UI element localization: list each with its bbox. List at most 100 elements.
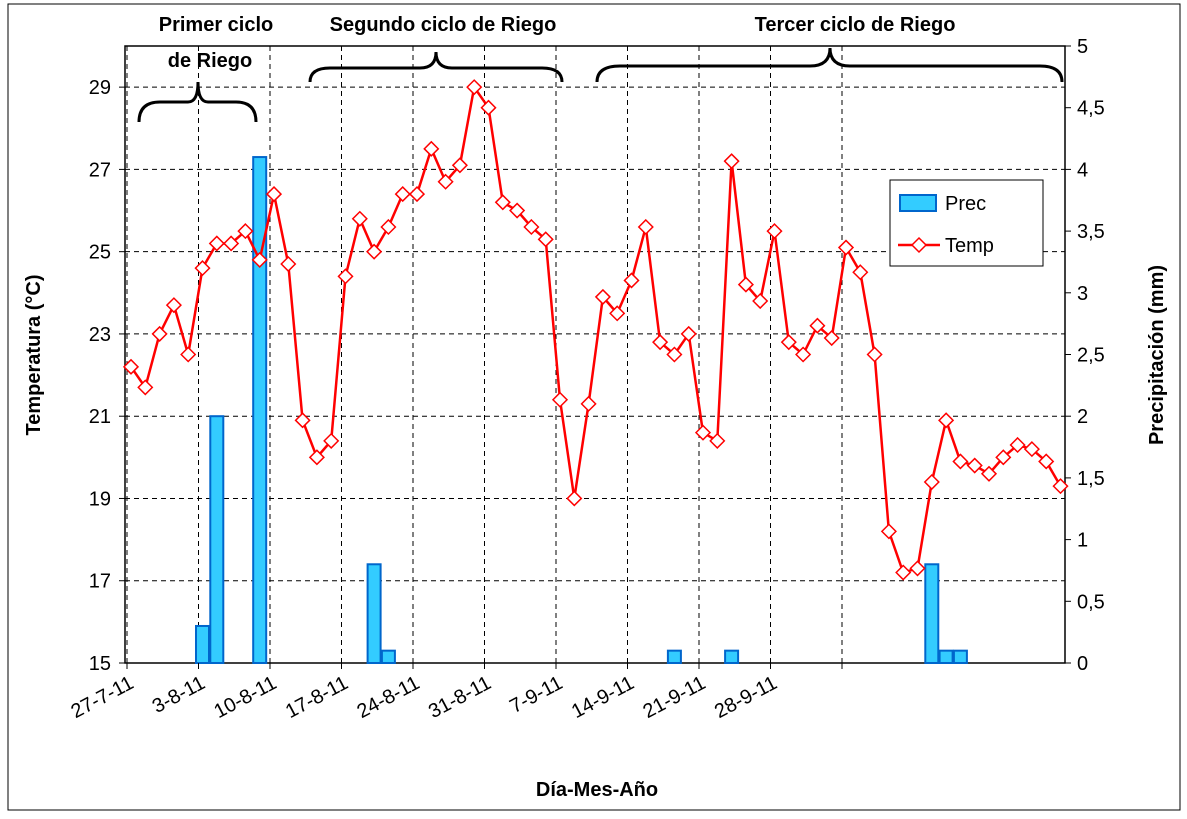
point [723, 153, 740, 170]
point [809, 317, 826, 334]
annotation: Primer ciclo [159, 14, 274, 36]
x-tick-label: 3-8-11 [149, 672, 209, 718]
annotation: Segundo ciclo de Riego [330, 14, 557, 36]
x-tick-label: 28-9-11 [711, 672, 781, 723]
y2-tick-label: 3,5 [1077, 221, 1105, 243]
point [752, 292, 769, 310]
point [1052, 478, 1069, 495]
point [952, 453, 969, 470]
point [1009, 436, 1026, 454]
point [966, 457, 983, 474]
bar [380, 649, 396, 664]
point [709, 432, 726, 449]
point [852, 264, 869, 281]
point [666, 346, 683, 363]
bar [724, 649, 740, 664]
y-tick-label: 29 [89, 77, 111, 99]
y2-tick-label: 0,5 [1077, 591, 1105, 613]
point [866, 346, 883, 363]
point [623, 272, 640, 289]
point [180, 346, 197, 363]
point [466, 79, 483, 96]
annotation: Tercer ciclo de Riego [755, 14, 956, 36]
bar [666, 649, 682, 664]
legend-swatch [899, 194, 937, 212]
point [408, 186, 426, 203]
point [280, 255, 297, 273]
point [609, 305, 626, 322]
point [766, 223, 783, 240]
point [151, 325, 168, 342]
legend-label: Prec [945, 193, 986, 215]
y-tick-label: 17 [89, 571, 111, 593]
point [637, 218, 654, 236]
y2-tick-label: 1,5 [1077, 468, 1105, 490]
point [223, 235, 240, 252]
brace [137, 81, 258, 123]
point [652, 334, 669, 351]
chart-border [7, 3, 1181, 811]
y2-tick-label: 3 [1077, 283, 1088, 305]
point [423, 140, 440, 157]
point [380, 218, 397, 236]
y2-tick-label: 2,5 [1077, 345, 1105, 367]
point [537, 231, 554, 248]
point [895, 564, 912, 581]
x-tick-label: 14-9-11 [568, 672, 638, 723]
point [251, 251, 268, 268]
brace [595, 47, 1064, 83]
y-tick-label: 23 [89, 324, 111, 346]
point [394, 186, 411, 203]
bar [195, 624, 210, 664]
point [1038, 453, 1055, 470]
point [437, 173, 454, 190]
point [995, 449, 1012, 466]
point [909, 560, 926, 577]
y-axis-title: Temperatura (°C) [23, 275, 45, 436]
y2-axis-title: Precipitación (mm) [1146, 265, 1168, 445]
x-tick-label: 27-7-11 [67, 672, 137, 723]
point [451, 157, 468, 174]
y2-tick-label: 0 [1077, 653, 1088, 675]
x-tick-label: 7-9-11 [506, 672, 566, 718]
legend-label: Temp [945, 235, 994, 257]
point [165, 297, 182, 314]
point [566, 490, 583, 507]
y2-tick-label: 2 [1077, 406, 1088, 428]
point [980, 465, 998, 482]
point [265, 186, 283, 203]
point [923, 473, 940, 491]
point [366, 243, 383, 260]
point [523, 218, 540, 236]
point [694, 424, 712, 441]
y2-tick-label: 1 [1077, 530, 1088, 552]
x-tick-label: 10-8-11 [210, 672, 280, 723]
point [480, 99, 497, 116]
marks [122, 46, 1069, 665]
x-tick-label: 17-8-11 [282, 672, 352, 723]
point [208, 235, 225, 252]
point [337, 268, 354, 285]
point [494, 194, 511, 211]
point [680, 325, 697, 342]
y-tick-label: 21 [89, 406, 111, 428]
point [237, 223, 254, 240]
point [122, 358, 140, 375]
x-tick-label: 24-8-11 [353, 672, 423, 723]
x-tick-label: 31-8-11 [425, 672, 495, 723]
bar [209, 415, 225, 665]
point [837, 239, 855, 256]
x-axis-title: Día-Mes-Año [536, 779, 658, 801]
point [737, 276, 754, 293]
bar [252, 156, 268, 664]
legend-swatch [910, 236, 928, 254]
bar [938, 649, 954, 664]
y-tick-label: 15 [89, 653, 111, 675]
point [780, 334, 797, 351]
bar [924, 563, 940, 665]
point [551, 391, 569, 408]
point [795, 346, 812, 363]
bar [952, 649, 968, 664]
